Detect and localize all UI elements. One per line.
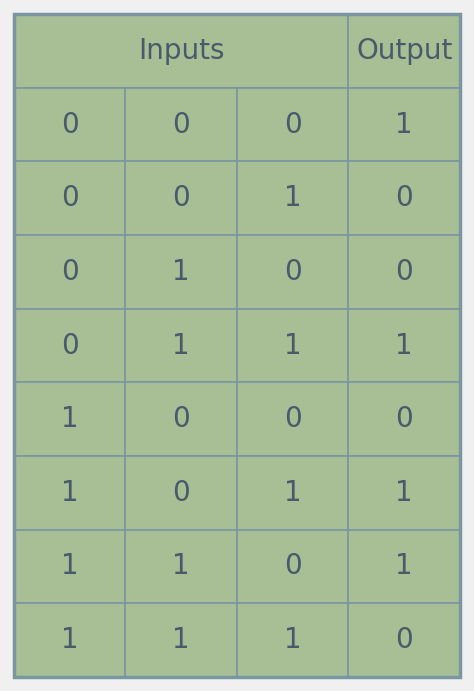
Text: 1: 1 [284,332,301,359]
Text: 1: 1 [173,332,190,359]
Bar [348,88,460,161]
Bar [237,88,348,161]
Text: 0: 0 [173,405,190,433]
Text: 1: 1 [173,258,190,286]
Bar [237,161,348,235]
Bar [348,530,460,603]
Text: Inputs: Inputs [138,37,225,65]
Text: 0: 0 [395,405,413,433]
Bar [348,603,460,677]
Text: 0: 0 [61,111,79,138]
Bar [348,382,460,456]
Text: 1: 1 [61,479,79,507]
Bar [14,161,126,235]
Bar [14,530,126,603]
Text: 1: 1 [61,553,79,580]
Bar [126,382,237,456]
Text: 0: 0 [173,111,190,138]
Bar [126,530,237,603]
Bar [126,309,237,382]
Text: 0: 0 [61,332,79,359]
Text: 1: 1 [61,626,79,654]
Text: 1: 1 [395,553,413,580]
Bar [237,603,348,677]
Text: 1: 1 [284,479,301,507]
Bar [237,235,348,309]
Bar [14,14,348,88]
Text: 0: 0 [284,553,301,580]
Bar [237,530,348,603]
Text: 0: 0 [395,626,413,654]
Bar [126,603,237,677]
Bar [126,161,237,235]
Text: 1: 1 [395,479,413,507]
Text: 1: 1 [284,626,301,654]
Text: Output: Output [356,37,453,65]
Bar [126,456,237,530]
Bar [126,88,237,161]
Bar [348,235,460,309]
Text: 1: 1 [61,405,79,433]
Text: 0: 0 [173,184,190,212]
Text: 0: 0 [284,111,301,138]
Text: 1: 1 [173,626,190,654]
Text: 0: 0 [284,258,301,286]
Bar [237,456,348,530]
Text: 1: 1 [284,184,301,212]
Text: 0: 0 [284,405,301,433]
Text: 0: 0 [395,184,413,212]
Bar [14,309,126,382]
Bar [14,456,126,530]
Bar [14,382,126,456]
Bar [348,456,460,530]
Bar [237,309,348,382]
Text: 1: 1 [395,332,413,359]
Text: 1: 1 [395,111,413,138]
Bar [14,88,126,161]
Bar [348,309,460,382]
Text: 0: 0 [395,258,413,286]
Bar [126,235,237,309]
Bar [348,14,460,88]
Bar [14,603,126,677]
Bar [14,235,126,309]
Bar [237,382,348,456]
Text: 1: 1 [173,553,190,580]
Bar [348,161,460,235]
Text: 0: 0 [173,479,190,507]
Text: 0: 0 [61,258,79,286]
Text: 0: 0 [61,184,79,212]
